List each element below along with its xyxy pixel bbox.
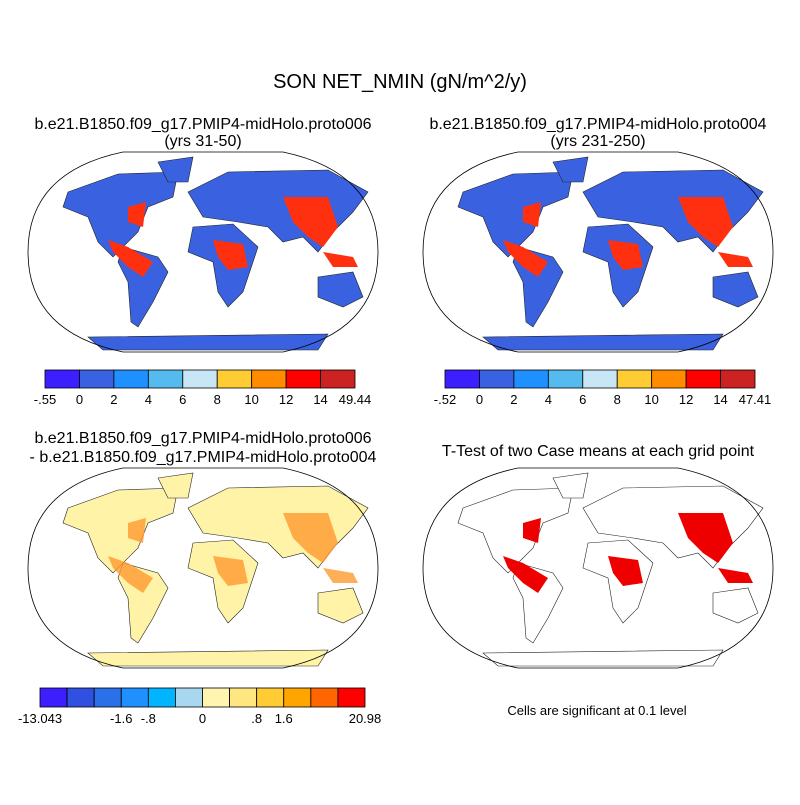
colorbar-label: 12 [679,392,693,407]
colorbar-box [120,687,149,708]
colorbar-box [147,369,184,389]
colorbar-box [320,369,356,389]
map [27,151,379,353]
colorbar-label: 4 [545,392,552,407]
colorbar-box [283,687,312,708]
colorbar-box [93,687,122,708]
colorbar-box [651,369,687,389]
colorbar-box [147,687,176,708]
colorbar-label: 47.41 [739,392,772,407]
colorbar-box [175,687,203,708]
colorbar-box [251,369,287,389]
map-frame [422,151,774,353]
land [62,472,369,667]
colorbar-box [216,369,253,389]
colorbar-label: 49.44 [339,392,372,407]
colorbar-label: -.8 [141,711,156,726]
colorbar-box [479,369,515,389]
colorbar-label: -.55 [34,392,56,407]
colorbar-label: 2 [510,392,517,407]
panel-subtitle: (yrs 31-50) [164,133,241,150]
panel-title: b.e21.B1850.f09_g17.PMIP4-midHolo.proto0… [429,116,766,133]
colorbar-box [582,369,618,389]
panel-title: b.e21.B1850.f09_g17.PMIP4-midHolo.proto0… [34,116,371,133]
colorbar-label: 0 [476,392,483,407]
colorbar-label: 8 [214,392,221,407]
colorbar-label: 6 [579,392,586,407]
colorbar-box [39,687,68,708]
panel-subtitle: (yrs 231-250) [550,133,645,150]
map-frame [27,151,379,353]
colorbar-label: 4 [145,392,152,407]
panel-title: T-Test of two Case means at each grid po… [442,443,755,460]
colorbar-label: -1.6 [110,711,132,726]
colorbar-box [182,369,218,389]
colorbar-box [310,687,339,708]
colorbar-label: 12 [279,392,293,407]
panel-subtitle: - b.e21.B1850.f09_g17.PMIP4-midHolo.prot… [30,449,377,466]
colorbar-label: 6 [179,392,186,407]
colorbar-label: 0 [199,711,206,726]
colorbar-label: 14 [713,392,727,407]
map [422,151,774,353]
colorbar-box [285,369,321,389]
map-frame [422,467,774,669]
colorbar-box [202,687,230,708]
colorbar-box [66,687,95,708]
land [457,472,764,667]
map [27,467,379,669]
colorbar-label: 0 [76,392,83,407]
colorbar-box [444,369,480,389]
colorbar-box [685,369,721,389]
land [62,156,369,351]
colorbar-label: 10 [644,392,658,407]
colorbar-box [44,369,80,389]
colorbar-label: .8 [251,711,262,726]
note: Cells are significant at 0.1 level [507,703,686,718]
colorbar-box [229,687,258,708]
colorbar-box [547,369,584,389]
colorbar-box [256,687,285,708]
colorbar-box [720,369,756,389]
colorbar-box [79,369,115,389]
colorbar-label: 20.98 [349,711,382,726]
colorbar-box [513,369,549,389]
colorbar-label: 8 [614,392,621,407]
colorbar-label: 2 [110,392,117,407]
colorbar-box [616,369,653,389]
colorbar-box [113,369,149,389]
land [457,156,764,351]
map-frame [27,467,379,669]
figure-title: SON NET_NMIN (gN/m^2/y) [273,71,527,93]
colorbar-label: 1.6 [275,711,293,726]
panel-title: b.e21.B1850.f09_g17.PMIP4-midHolo.proto0… [34,430,371,447]
colorbar-label: -13.043 [18,711,62,726]
colorbar-label: 14 [313,392,327,407]
colorbar-box [337,687,366,708]
map [422,467,774,669]
colorbar-label: -.52 [434,392,456,407]
colorbar-label: 10 [244,392,258,407]
